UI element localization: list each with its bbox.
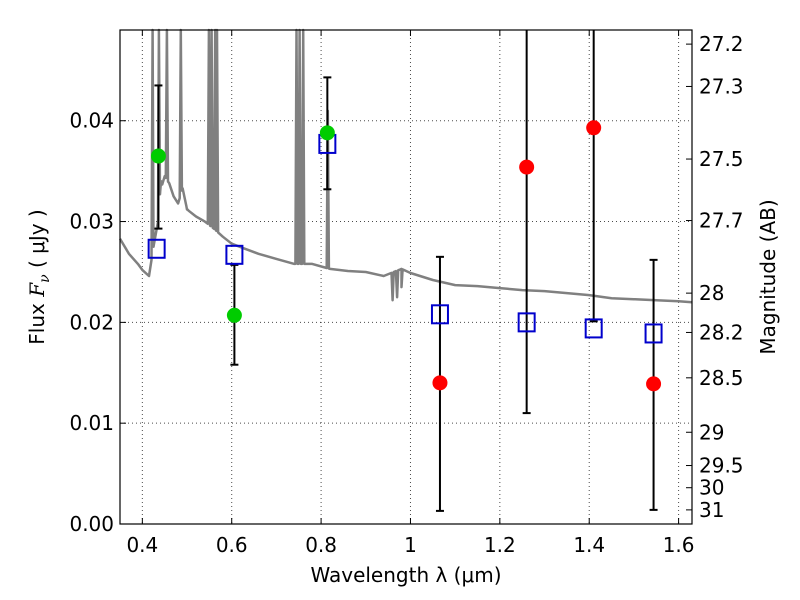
y-tick-label: 0.02 <box>69 310 114 334</box>
y-axis-title: Flux Fν ( μJy ) <box>25 209 53 344</box>
right-tick-label: 28.2 <box>699 320 744 344</box>
marker-layer <box>147 120 663 392</box>
y-tick-label: 0.04 <box>69 109 114 133</box>
x-tick-label: 0.8 <box>305 533 337 557</box>
y-tick-label: 0.01 <box>69 411 114 435</box>
x-tick-label: 1.4 <box>573 533 605 557</box>
square-marker <box>225 244 244 265</box>
tick-layer: 0.4 0.6 0.8 1 1.2 1.4 1.6 0.00 0.01 0.02 0.03 0.04 2… <box>69 30 744 557</box>
right-tick-label: 27.5 <box>699 147 744 171</box>
right-tick-label: 27.7 <box>699 209 744 233</box>
circle-marker <box>432 375 448 391</box>
circle-marker <box>226 307 242 323</box>
right-tick-label: 30 <box>699 476 724 500</box>
right-tick-label: 28.5 <box>699 366 744 390</box>
spectrum-layer <box>118 28 693 304</box>
y-axis-title-subscript: ν <box>37 274 53 283</box>
circle-marker <box>519 159 535 175</box>
circle-marker <box>586 120 602 136</box>
right-tick-label: 27.2 <box>699 32 744 56</box>
x-tick-label: 1 <box>404 533 417 557</box>
y-axis-title-suffix: ( μJy ) <box>25 209 49 274</box>
grid-layer <box>120 30 692 524</box>
circle-marker <box>150 148 166 164</box>
right-axis-title: Magnitude (AB) <box>756 199 780 354</box>
circle-marker <box>319 125 335 141</box>
y-tick-label: 0.00 <box>69 512 114 536</box>
y-axis-title-prefix: Flux <box>25 297 49 345</box>
square-marker <box>517 312 536 333</box>
right-tick-label: 31 <box>699 498 724 522</box>
x-tick-label: 0.6 <box>216 533 248 557</box>
square-marker <box>430 304 449 325</box>
x-tick-label: 0.4 <box>126 533 158 557</box>
x-tick-label: 1.6 <box>663 533 695 557</box>
right-tick-label: 29 <box>699 420 724 444</box>
square-marker <box>584 318 603 339</box>
circle-marker <box>646 376 662 392</box>
right-tick-label: 28 <box>699 281 724 305</box>
square-marker <box>644 323 663 344</box>
x-tick-label: 1.2 <box>484 533 516 557</box>
x-axis-title: Wavelength λ (μm) <box>310 563 501 587</box>
plot-frame <box>119 29 693 525</box>
y-tick-label: 0.03 <box>69 210 114 234</box>
model-spectrum-line <box>118 28 693 304</box>
right-tick-label: 27.3 <box>699 74 744 98</box>
right-tick-label: 29.5 <box>699 454 744 478</box>
y-axis-title-variable: F <box>25 282 49 298</box>
square-marker <box>147 238 166 259</box>
